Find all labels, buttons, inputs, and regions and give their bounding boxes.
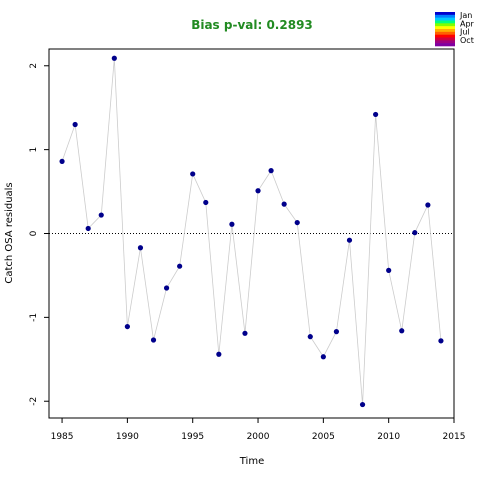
- legend-label: Jul: [459, 28, 470, 37]
- y-axis: -2 -1 0 1 2: [29, 63, 49, 406]
- legend-color-swatch: [435, 26, 455, 30]
- data-point: [137, 245, 144, 251]
- data-point: [216, 351, 222, 357]
- x-axis-label: Time: [239, 456, 264, 467]
- legend-color-swatch: [435, 37, 455, 41]
- data-point: [111, 55, 117, 61]
- data-point: [124, 323, 130, 330]
- y-axis-label: Catch OSA residuals: [4, 182, 15, 283]
- data-points: [59, 55, 444, 408]
- legend-label: Oct: [460, 36, 474, 45]
- data-point: [333, 329, 340, 335]
- x-tick-label: 1990: [116, 432, 139, 442]
- data-point: [59, 158, 65, 164]
- data-point: [281, 201, 287, 207]
- data-point: [203, 199, 209, 206]
- y-tick-label: 2: [29, 63, 39, 69]
- data-point: [255, 188, 261, 194]
- data-point: [268, 168, 274, 174]
- legend-color-swatch: [435, 31, 455, 35]
- data-point: [72, 121, 78, 128]
- x-tick-label: 2005: [312, 432, 335, 442]
- series-line: [61, 58, 442, 405]
- y-tick-label: 0: [29, 230, 39, 236]
- legend-color-swatch: [435, 29, 455, 33]
- data-point: [242, 330, 248, 336]
- x-tick-label: 2010: [377, 432, 400, 442]
- legend-color-swatch: [435, 14, 455, 18]
- data-point: [412, 230, 418, 236]
- x-tick-label: 1995: [181, 432, 204, 442]
- data-point: [320, 354, 326, 360]
- legend-color-swatch: [435, 12, 455, 16]
- data-point: [177, 263, 183, 269]
- data-point: [425, 202, 431, 208]
- x-tick-label: 2015: [443, 432, 466, 442]
- data-point: [386, 267, 392, 273]
- data-point: [98, 212, 104, 218]
- legend-label: Jan: [459, 11, 472, 20]
- data-point: [163, 285, 170, 291]
- x-axis: 1985 1990 1995 2000 2005 2010 2015: [51, 418, 466, 442]
- x-tick-label: 1985: [51, 432, 74, 442]
- data-point: [373, 111, 379, 118]
- y-tick-label: 1: [29, 147, 39, 153]
- x-tick-label: 2000: [247, 432, 270, 442]
- legend-color-swatch: [435, 40, 455, 44]
- data-point: [85, 225, 91, 232]
- data-point: [307, 334, 313, 340]
- data-point: [190, 171, 196, 177]
- data-point: [346, 237, 353, 243]
- legend-color-swatch: [435, 17, 455, 21]
- data-point: [438, 338, 444, 344]
- data-point: [229, 221, 235, 227]
- y-tick-label: -2: [29, 397, 39, 406]
- data-point: [399, 328, 405, 334]
- data-point: [359, 401, 366, 408]
- series-polyline: [61, 58, 442, 405]
- legend-color-swatch: [435, 34, 455, 38]
- legend-color-swatch: [435, 23, 455, 27]
- chart-title: Bias p-val: 0.2893: [191, 18, 313, 32]
- legend-color-swatch: [435, 43, 455, 47]
- data-point: [294, 219, 300, 226]
- legend-color-swatch: [435, 20, 455, 24]
- data-point: [150, 337, 157, 343]
- y-tick-label: -1: [29, 313, 39, 322]
- legend-label: Apr: [460, 19, 475, 28]
